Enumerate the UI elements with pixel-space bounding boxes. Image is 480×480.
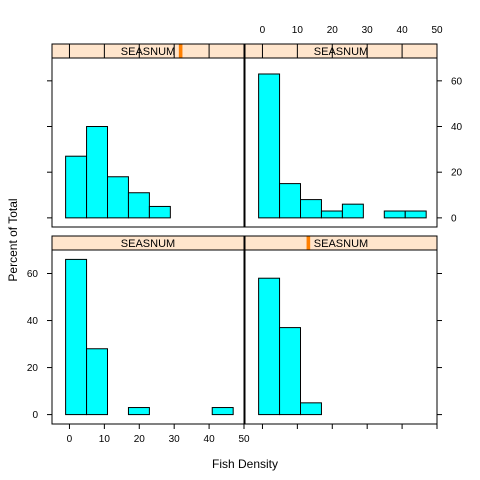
y-tick-label: 20 bbox=[451, 168, 463, 179]
y-tick-label: 60 bbox=[27, 269, 39, 280]
histogram-bar bbox=[148, 205, 171, 219]
x-tick-label: 10 bbox=[292, 25, 304, 36]
panel-border bbox=[244, 249, 438, 425]
histogram-bar bbox=[127, 407, 150, 416]
histogram-bar bbox=[86, 126, 109, 219]
y-tick-label: 0 bbox=[451, 213, 457, 224]
histogram-bar bbox=[279, 327, 302, 416]
x-tick-label: 30 bbox=[362, 25, 374, 36]
x-tick-label: 10 bbox=[99, 434, 111, 445]
x-tick-label: 20 bbox=[327, 25, 339, 36]
x-tick-label: 50 bbox=[238, 434, 250, 445]
x-tick-label: 0 bbox=[67, 434, 73, 445]
axes-layer: 0 10 20 30 40 50 0 20 40 60 0 10 20 30 40 50 0 20 40 60 bbox=[27, 25, 463, 445]
histogram-bar bbox=[211, 407, 234, 416]
x-tick-label: 0 bbox=[260, 25, 266, 36]
y-tick-label: 0 bbox=[32, 410, 38, 421]
x-axis-title: Fish Density bbox=[212, 457, 278, 471]
panel-border bbox=[244, 57, 438, 228]
histogram-bar bbox=[279, 183, 302, 219]
histogram-bar bbox=[300, 199, 322, 219]
panel-bottom-left: SEASNUM bbox=[51, 235, 245, 425]
y-tick-label: 40 bbox=[27, 316, 39, 327]
y-axis-title: Percent of Total bbox=[6, 198, 20, 281]
histogram-bar bbox=[341, 203, 364, 219]
y-tick-label: 20 bbox=[27, 363, 39, 374]
strip-label: SEASNUM bbox=[121, 238, 175, 250]
histogram-bar bbox=[65, 155, 88, 219]
panel-top-right: SEASNUM bbox=[244, 43, 438, 228]
panel-border bbox=[51, 249, 245, 425]
panel-top-left: SEASNUM bbox=[51, 43, 245, 228]
histogram-bar bbox=[65, 258, 88, 416]
histogram-bar bbox=[404, 210, 427, 219]
strip-label: SEASNUM bbox=[121, 46, 175, 58]
histogram-bar bbox=[127, 192, 150, 219]
strip-label: SEASNUM bbox=[314, 46, 368, 58]
panel-bottom-right: SEASNUM bbox=[244, 235, 438, 425]
y-tick-label: 60 bbox=[451, 76, 463, 87]
x-tick-label: 30 bbox=[169, 434, 181, 445]
panel-border bbox=[51, 57, 245, 228]
histogram-bar bbox=[86, 348, 109, 416]
histogram-bar bbox=[300, 402, 322, 416]
strip-level-marker bbox=[306, 236, 311, 250]
panels-layer: SEASNUM SEASNUM SEASNUM SEASNUM bbox=[51, 43, 438, 425]
histogram-bar bbox=[320, 210, 343, 219]
strip-level-marker bbox=[178, 44, 183, 58]
histogram-bar bbox=[107, 176, 129, 219]
strip-label: SEASNUM bbox=[314, 238, 368, 250]
x-tick-label: 20 bbox=[134, 434, 146, 445]
histogram-bar bbox=[383, 210, 406, 219]
x-tick-label: 40 bbox=[397, 25, 409, 36]
x-tick-label: 40 bbox=[204, 434, 216, 445]
histogram-bar bbox=[258, 277, 281, 416]
histogram-bar bbox=[258, 73, 281, 219]
x-tick-label: 50 bbox=[431, 25, 443, 36]
y-tick-label: 40 bbox=[451, 122, 463, 133]
